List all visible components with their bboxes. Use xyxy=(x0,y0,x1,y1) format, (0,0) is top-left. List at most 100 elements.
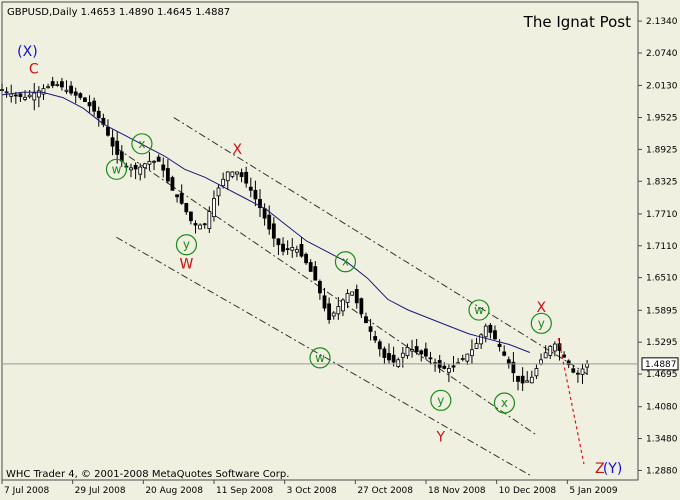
y-tick-label: 1.6510 xyxy=(646,274,678,284)
projection-line xyxy=(557,338,585,465)
candle-body xyxy=(46,86,50,89)
candle-body xyxy=(138,166,143,175)
candle-body xyxy=(87,102,92,107)
candle-body xyxy=(92,100,97,112)
candle-body xyxy=(327,303,332,320)
candle-body xyxy=(525,380,530,383)
candle-body xyxy=(133,164,138,170)
candle-body xyxy=(129,167,133,171)
wave-label: X xyxy=(233,142,243,158)
candle-body xyxy=(419,350,424,355)
candle-body xyxy=(313,266,318,281)
candle-body xyxy=(576,372,580,375)
candle-body xyxy=(317,280,322,294)
candle-body xyxy=(179,192,184,204)
wave-label-circle: y xyxy=(538,316,545,330)
wave-circle xyxy=(493,392,516,414)
candle-body xyxy=(511,361,516,374)
candle-body xyxy=(304,253,308,264)
candle-body xyxy=(391,354,396,363)
candle-body xyxy=(405,346,410,356)
candle-body xyxy=(106,126,110,136)
candle-body xyxy=(364,316,368,324)
candle-body xyxy=(161,164,166,171)
candle-body xyxy=(396,359,401,367)
wave-label: (X) xyxy=(17,44,38,60)
wave-label: (Y) xyxy=(603,461,622,477)
candle-body xyxy=(336,306,341,315)
price-axis: 2.1340 2.0740 2.0130 1.9525 1.8925 1.8325 1.77… xyxy=(638,17,678,476)
candle-body xyxy=(502,351,507,356)
candle-body xyxy=(322,295,327,309)
candle-body xyxy=(188,211,193,221)
candle-body xyxy=(115,140,120,155)
candle-body xyxy=(354,289,359,304)
channel-line xyxy=(116,147,537,436)
candle-body xyxy=(27,94,32,98)
candle-body xyxy=(267,214,272,230)
candle-body xyxy=(184,203,189,213)
candle-body xyxy=(308,262,313,272)
candle-body xyxy=(331,312,336,317)
candle-body xyxy=(96,110,101,119)
candle-body xyxy=(165,168,170,182)
moving-average-line xyxy=(1,91,531,353)
y-tick-label: 1.7110 xyxy=(646,242,678,252)
candle-body xyxy=(41,88,46,95)
candle-body xyxy=(175,194,179,198)
time-axis: 7 Jul 2008 29 Jul 2008 20 Aug 2008 11 Sep 2… xyxy=(1,480,618,496)
y-tick-label: 1.7710 xyxy=(646,210,678,220)
candle-body xyxy=(350,291,355,296)
x-tick-label: 27 Oct 2008 xyxy=(357,486,413,496)
candle-body xyxy=(55,84,60,86)
watermark-title: The Ignat Post xyxy=(523,13,631,31)
wave-circle xyxy=(309,347,331,369)
wave-label: Z xyxy=(595,461,605,477)
candle-body xyxy=(359,298,364,315)
candle-body xyxy=(13,94,18,97)
wave-label-circle: y xyxy=(437,393,444,407)
candle-body xyxy=(281,243,285,252)
candle-body xyxy=(271,223,276,239)
candle-body xyxy=(493,330,497,340)
wave-circle xyxy=(131,133,153,155)
candle-body xyxy=(451,365,456,368)
x-tick-label: 11 Sep 2008 xyxy=(216,486,273,496)
candle-body xyxy=(571,368,576,373)
y-tick-label: 2.0740 xyxy=(646,49,678,59)
candle-body xyxy=(400,352,405,358)
y-tick-label: 2.1340 xyxy=(646,17,678,27)
candle-body xyxy=(483,325,488,338)
plot-frame xyxy=(1,1,639,481)
wave-label: X xyxy=(537,300,547,316)
y-tick-label: 1.2880 xyxy=(646,466,678,476)
y-tick-label: 1.4695 xyxy=(646,370,678,380)
y-tick-label: 1.5295 xyxy=(646,338,678,348)
wave-label-circle: w xyxy=(474,303,484,317)
candle-body xyxy=(285,248,290,251)
candle-body xyxy=(69,85,74,94)
candle-body xyxy=(23,96,27,100)
candle-body xyxy=(382,348,387,358)
candle-body xyxy=(73,91,78,96)
wave-circle xyxy=(175,234,198,256)
candle-body xyxy=(465,353,470,362)
candle-body xyxy=(142,163,147,169)
candle-body xyxy=(460,358,465,360)
wave-circle xyxy=(334,251,357,273)
candle-body xyxy=(198,224,203,230)
candle-body xyxy=(423,348,428,357)
candle-body xyxy=(387,353,391,361)
wave-label-circle: x xyxy=(138,137,145,151)
candle-body xyxy=(414,346,419,353)
candle-body xyxy=(377,341,382,350)
candle-body xyxy=(212,198,216,218)
candle-body xyxy=(539,359,543,365)
wave-circle xyxy=(468,299,490,321)
candle-body xyxy=(479,334,484,345)
candle-body xyxy=(239,172,244,177)
candle-body xyxy=(529,376,534,384)
candle-body xyxy=(516,375,520,382)
